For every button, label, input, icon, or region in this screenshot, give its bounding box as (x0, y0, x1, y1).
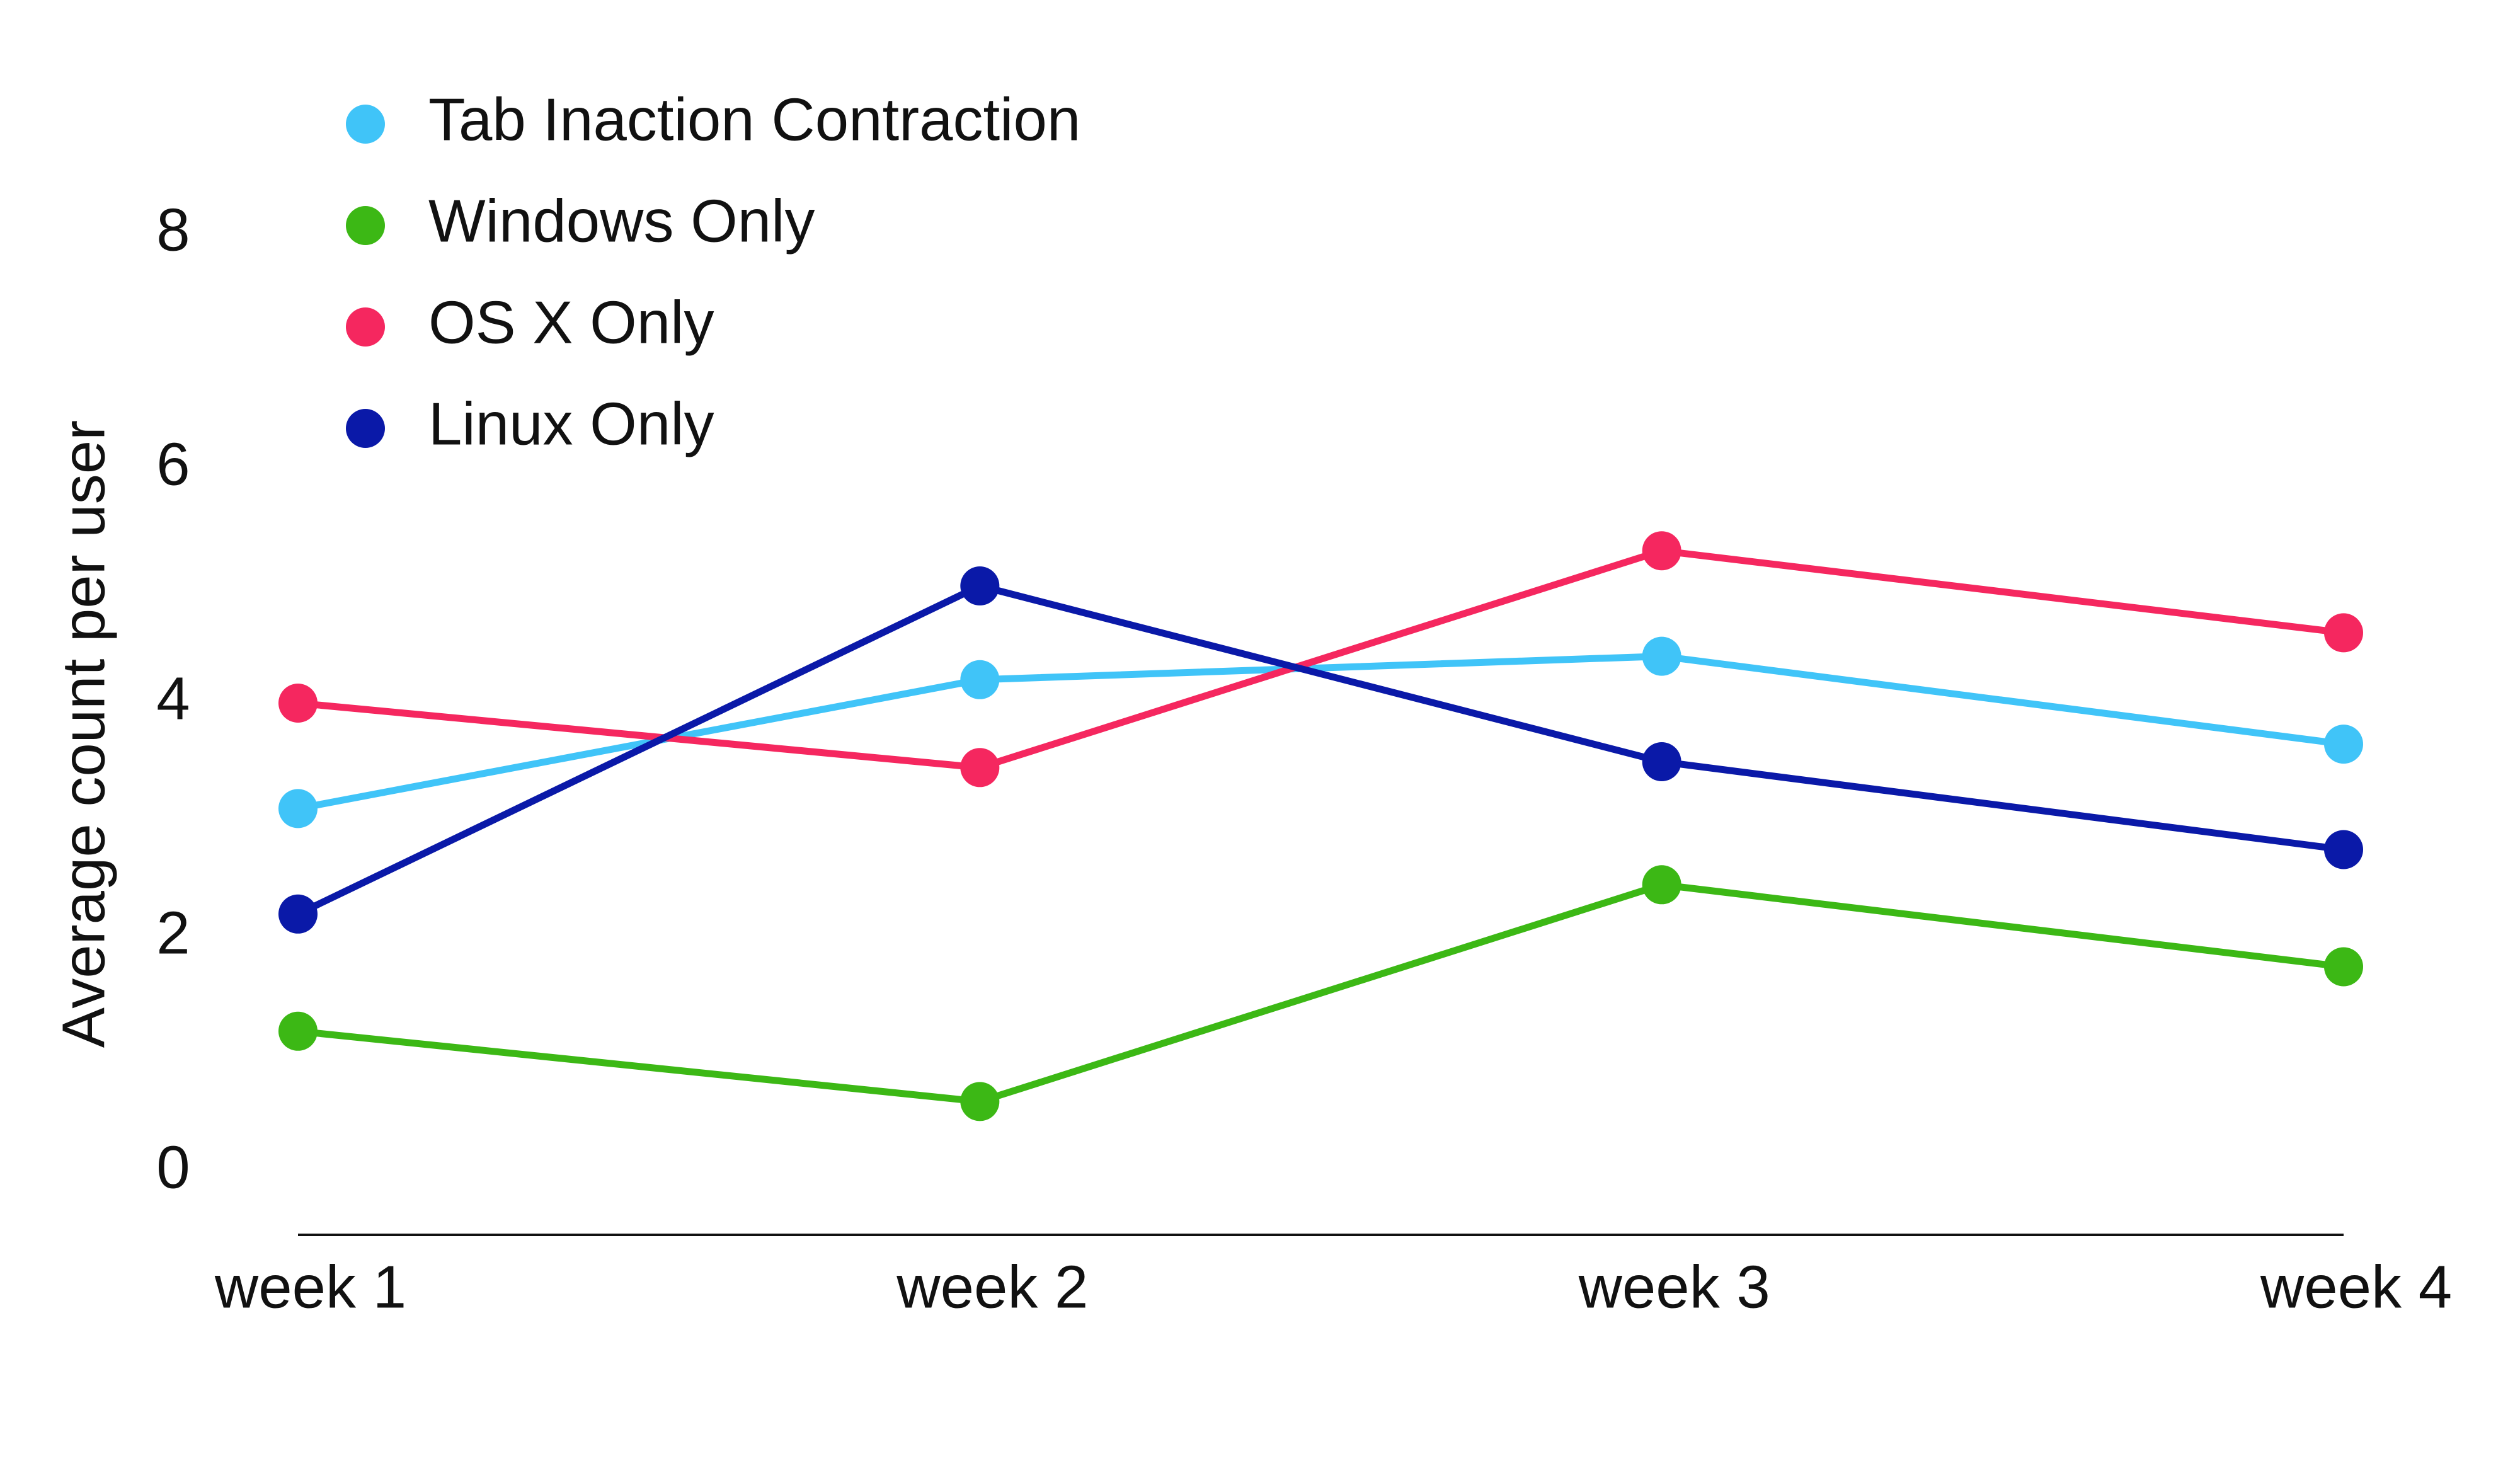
x-tick-label: week 1 (214, 1253, 406, 1321)
legend-marker (346, 307, 385, 347)
legend-item: Linux Only (346, 390, 714, 457)
legend-item: OS X Only (346, 289, 714, 356)
x-axis: week 1 week 2 week 3 week 4 (214, 1234, 2452, 1321)
data-point (960, 748, 1000, 788)
series-line (294, 881, 2347, 1105)
data-point (960, 566, 1000, 605)
legend-marker (346, 206, 385, 245)
legend-label: Windows Only (428, 187, 815, 255)
data-point (1642, 636, 1681, 676)
legend: Tab Inaction Contraction Windows Only OS X… (346, 86, 1080, 457)
y-axis-ticks: 0 2 4 6 8 (156, 196, 190, 1201)
series-lines (294, 547, 2347, 1105)
series-line (294, 653, 2347, 812)
data-point (960, 1082, 1000, 1121)
x-tick-label: week 4 (2260, 1253, 2452, 1321)
data-point (278, 789, 318, 828)
y-tick-label: 2 (156, 899, 190, 966)
series-line (294, 547, 2347, 771)
y-tick-label: 8 (156, 196, 190, 263)
legend-label: Tab Inaction Contraction (428, 86, 1080, 153)
y-axis-label: Average count per user (50, 420, 117, 1048)
y-tick-label: 6 (156, 430, 190, 498)
data-point (1642, 531, 1681, 571)
data-point (960, 660, 1000, 699)
legend-item: Tab Inaction Contraction (346, 86, 1080, 153)
data-point (1642, 865, 1681, 905)
legend-label: Linux Only (428, 390, 714, 457)
y-tick-label: 4 (156, 665, 190, 732)
x-tick-label: week 2 (896, 1253, 1088, 1321)
legend-marker (346, 409, 385, 448)
data-point (278, 1011, 318, 1051)
data-point (1642, 742, 1681, 781)
y-tick-label: 0 (156, 1133, 190, 1201)
data-point (2324, 830, 2363, 869)
x-tick-label: week 3 (1578, 1253, 1770, 1321)
y-axis-label-group: Average count per user (50, 420, 117, 1048)
data-point (2324, 725, 2363, 764)
series-line (294, 582, 2347, 918)
legend-item: Windows Only (346, 187, 815, 255)
legend-marker (346, 105, 385, 144)
data-point (2324, 613, 2363, 653)
data-point (2324, 947, 2363, 987)
data-point (278, 684, 318, 723)
legend-label: OS X Only (428, 289, 714, 356)
data-point (278, 894, 318, 934)
series-points (278, 531, 2363, 1121)
